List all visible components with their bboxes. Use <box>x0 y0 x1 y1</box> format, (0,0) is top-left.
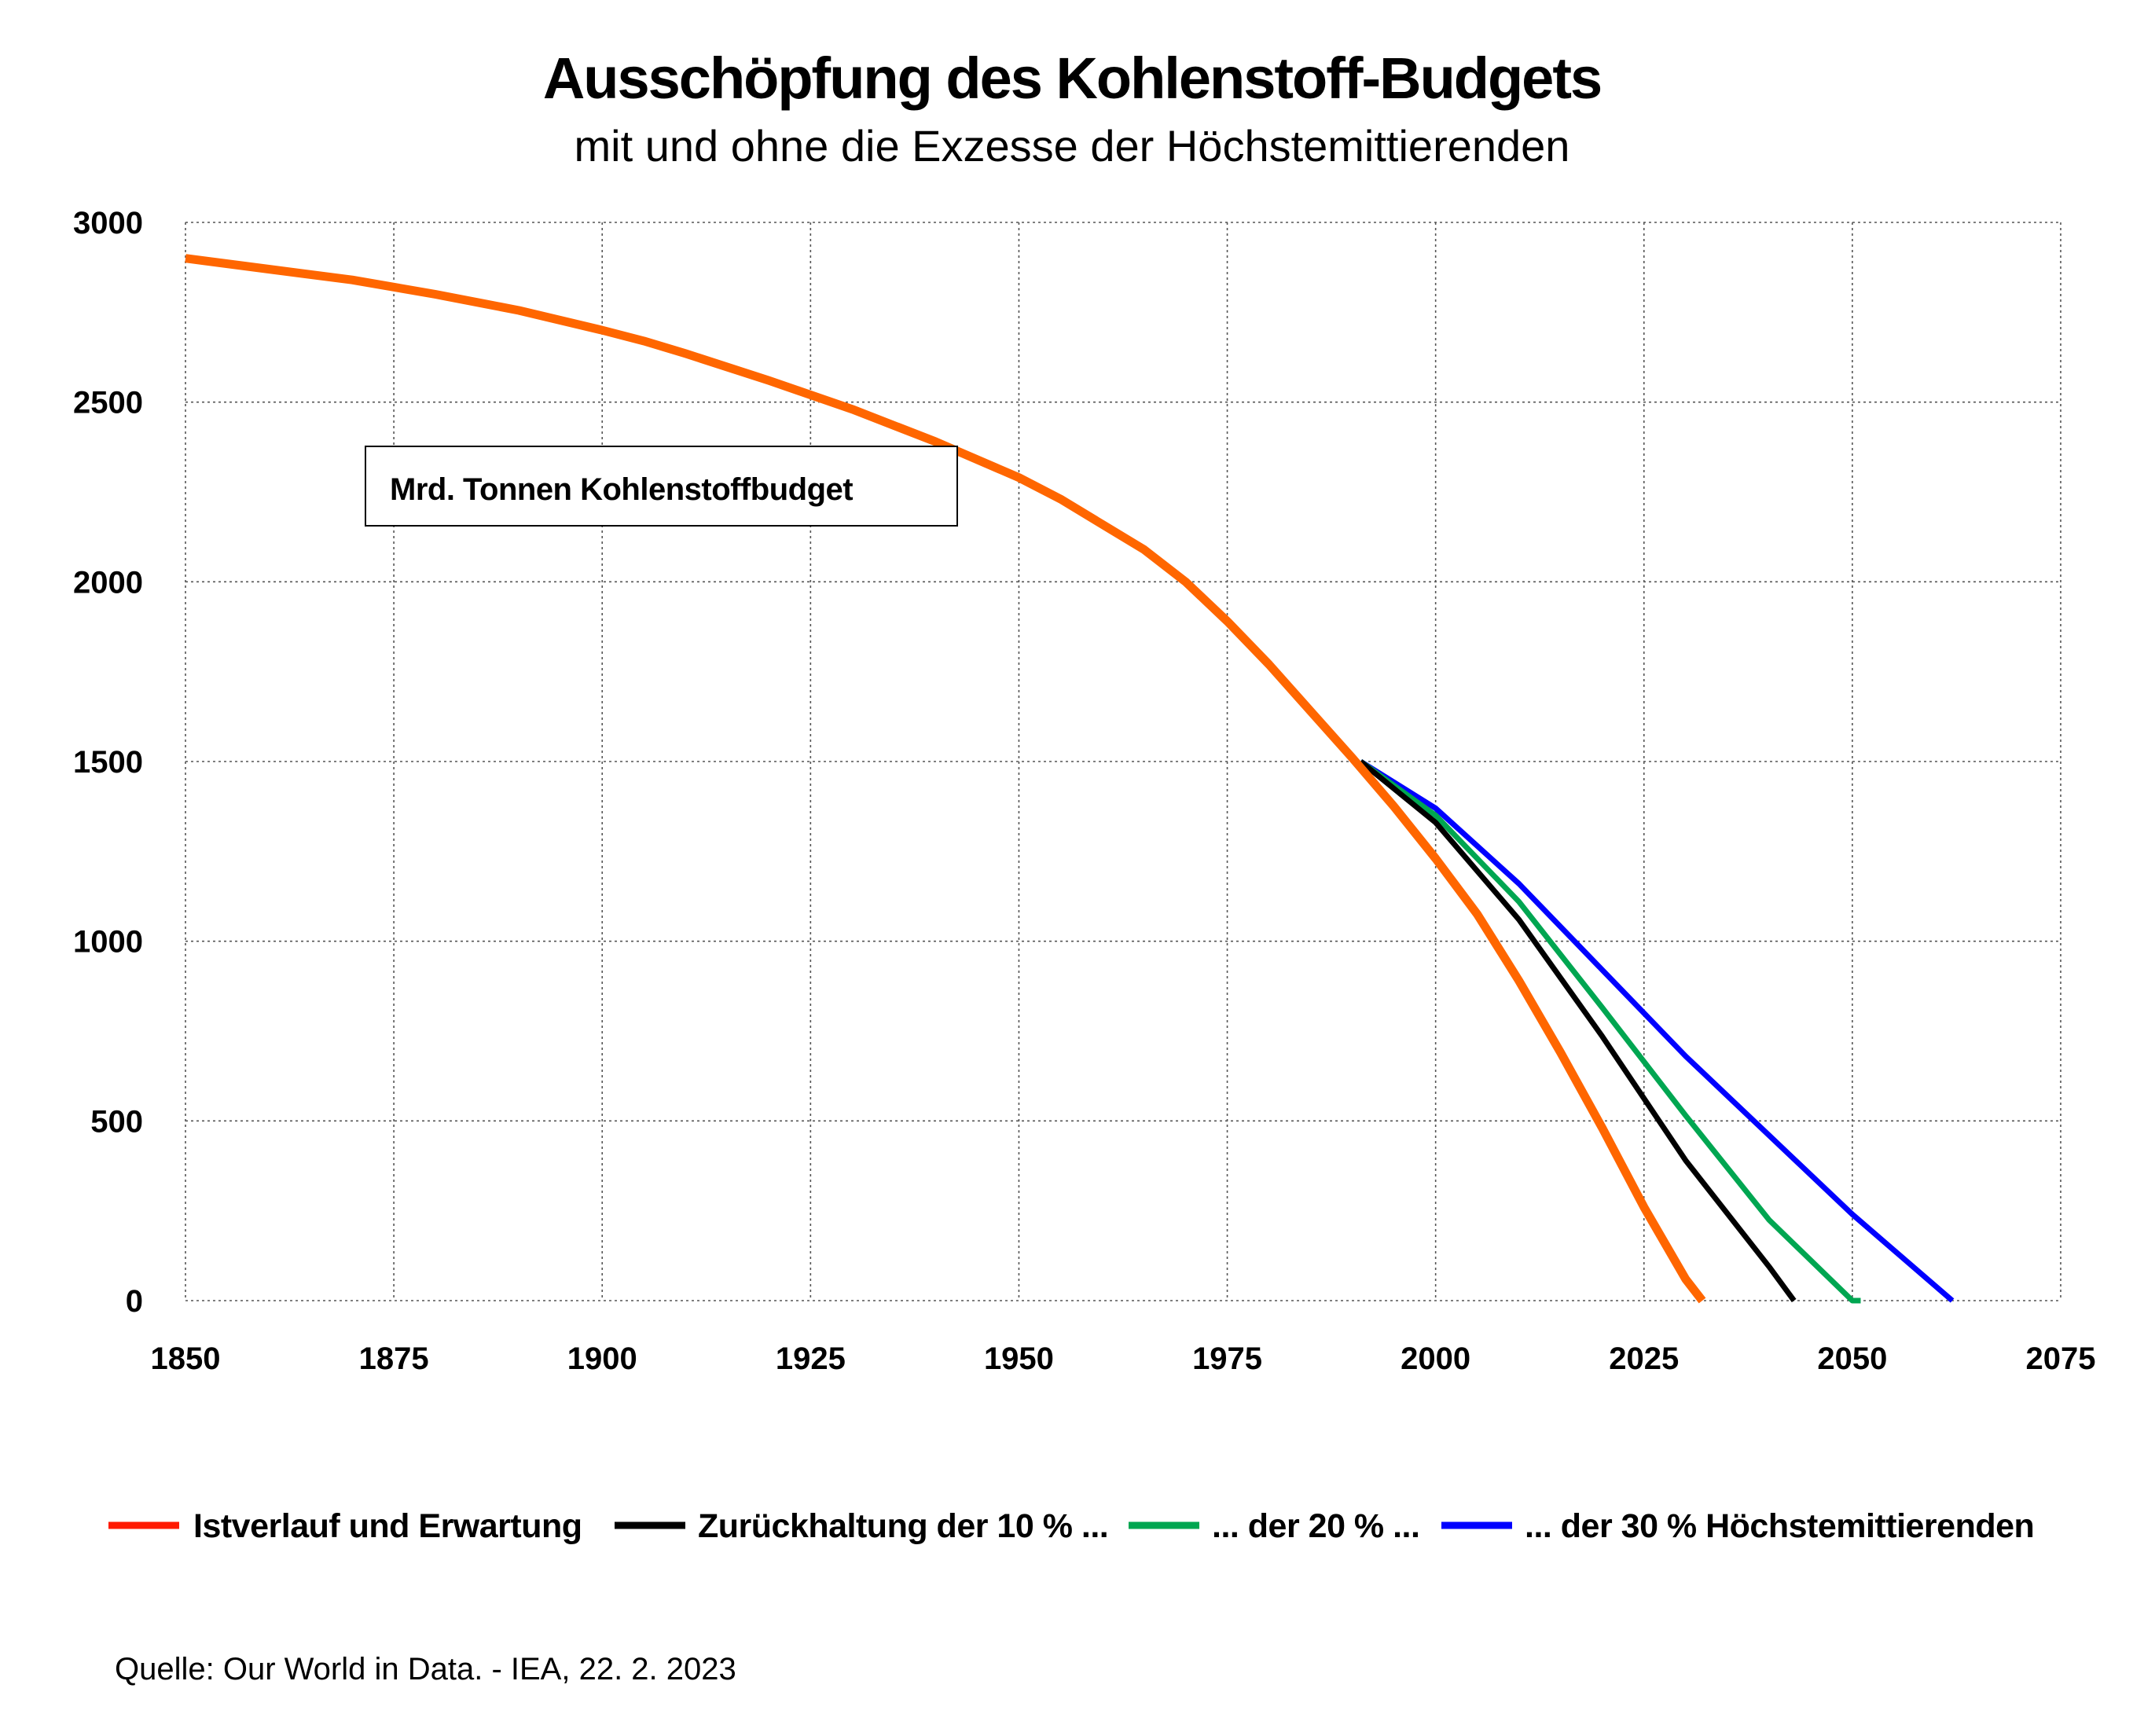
x-tick-label: 2050 <box>1817 1341 1887 1376</box>
legend: Istverlauf und Erwartung Zurückhaltung de… <box>108 1507 2035 1545</box>
series-line-4 <box>1359 759 1955 1303</box>
x-tick-label: 2000 <box>1401 1341 1470 1376</box>
y-tick-label: 2000 <box>73 565 143 600</box>
x-axis: 1850 1875 1900 1925 1950 1975 2000 2025 2050 2075 <box>151 1341 2096 1376</box>
legend-label-1: Istverlauf und Erwartung <box>193 1507 582 1545</box>
x-tick-label: 2075 <box>2026 1341 2096 1376</box>
series-line-3 <box>1359 759 1861 1304</box>
x-tick-label: 1900 <box>567 1341 637 1376</box>
y-tick-label: 500 <box>90 1104 143 1139</box>
series-line-1 <box>185 254 1706 1304</box>
y-tick-label: 1500 <box>73 745 143 780</box>
y-tick-label: 0 <box>126 1284 143 1319</box>
plot-lines <box>185 254 1955 1304</box>
x-tick-label: 1875 <box>359 1341 429 1376</box>
annotation-frame <box>365 446 958 527</box>
y-axis: 0 500 1000 1500 2000 2500 3000 <box>73 206 143 1319</box>
x-tick-label: 1925 <box>776 1341 846 1376</box>
legend-label-2: Zurückhaltung der 10 % ... <box>698 1507 1108 1545</box>
annotation-box: Mrd. Tonnen Kohlenstoffbudget <box>365 446 958 527</box>
legend-label-3: ... der 20 % ... <box>1212 1507 1419 1545</box>
x-tick-label: 1850 <box>151 1341 221 1376</box>
chart-title: Ausschöpfung des Kohlenstoff-Budgets <box>543 46 1601 111</box>
x-tick-label: 1950 <box>984 1341 1054 1376</box>
annotation-text: Mrd. Tonnen Kohlenstoffbudget <box>390 472 853 507</box>
series-line-2 <box>1358 759 1797 1303</box>
y-tick-label: 2500 <box>73 386 143 420</box>
grid <box>185 222 2061 1301</box>
chart-subtitle: mit und ohne die Exzesse der Höchstemitt… <box>575 121 1570 171</box>
legend-label-4: ... der 30 % Höchstemittierenden <box>1525 1507 2034 1545</box>
source-note: Quelle: Our World in Data. - IEA, 22. 2.… <box>115 1652 736 1686</box>
x-tick-label: 2025 <box>1609 1341 1679 1376</box>
y-tick-label: 1000 <box>73 925 143 960</box>
x-tick-label: 1975 <box>1192 1341 1262 1376</box>
y-tick-label: 3000 <box>73 206 143 240</box>
